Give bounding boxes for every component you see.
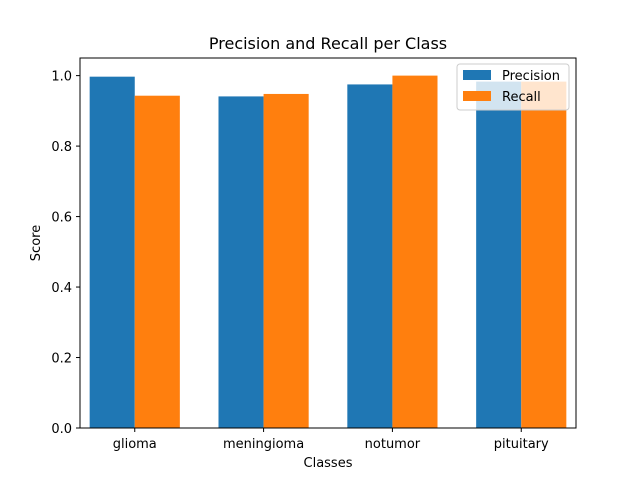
legend: Precision Recall [456, 63, 570, 111]
bar-precision-pituitary [476, 81, 522, 428]
bar-recall-pituitary [521, 81, 567, 428]
legend-swatch-recall [463, 91, 491, 101]
y-tick-label: 0.6 [51, 211, 72, 226]
legend-label-recall: Recall [502, 90, 541, 105]
x-tick-label: notumor [365, 437, 421, 452]
x-tick-label: glioma [113, 437, 157, 452]
x-tick-label: pituitary [494, 437, 549, 452]
legend-label-precision: Precision [502, 69, 560, 84]
bar-recall-meningioma [263, 93, 309, 428]
x-tick-label: meningioma [223, 437, 304, 452]
y-tick-label: 0.8 [51, 140, 72, 155]
y-tick-label: 0.4 [51, 281, 72, 296]
x-axis-label: Classes [304, 456, 353, 471]
plot-frame [79, 57, 577, 429]
chart-title: Precision and Recall per Class [209, 34, 447, 53]
bar-precision-notumor [347, 84, 393, 428]
plot-area: glioma meningioma notumor pituitary 0.0 0.2 0.… [51, 70, 567, 452]
y-tick-label: 1.0 [51, 70, 72, 85]
bar-precision-glioma [89, 76, 135, 428]
y-tick-label: 0.2 [51, 352, 72, 367]
bar-recall-glioma [134, 95, 180, 428]
bar-recall-notumor [392, 75, 438, 428]
bar-precision-meningioma [218, 96, 264, 429]
y-axis-label: Score [29, 225, 44, 261]
y-tick-label: 0.0 [51, 422, 72, 437]
legend-swatch-precision [463, 70, 491, 80]
